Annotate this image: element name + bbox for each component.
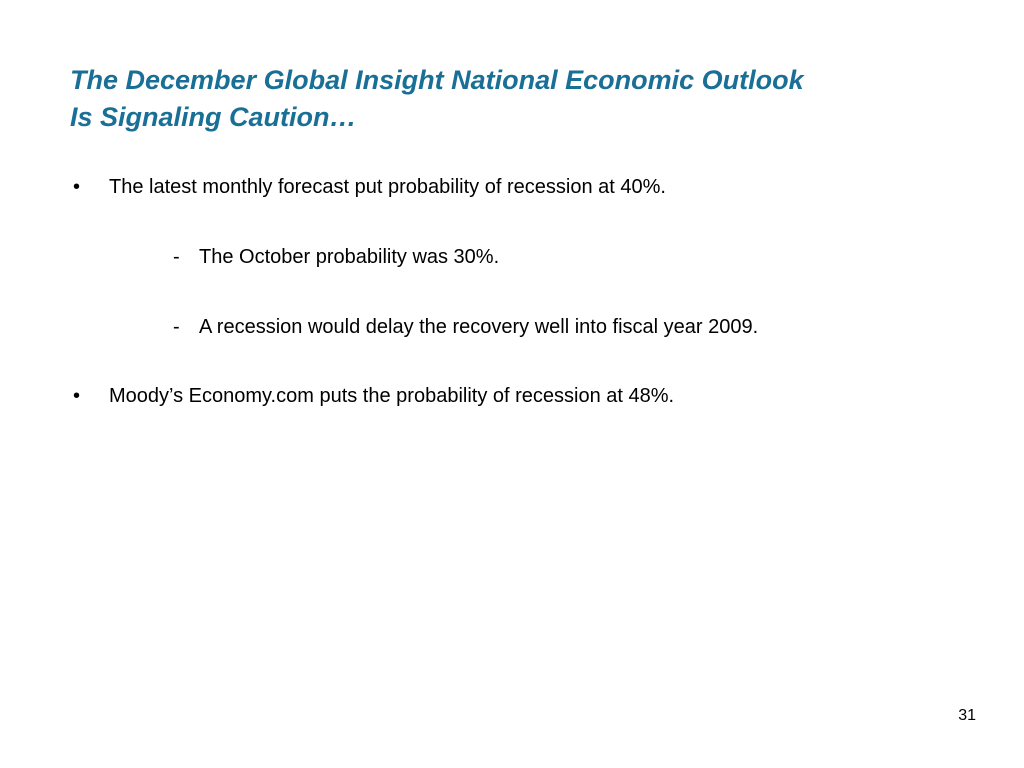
bullet-text: The latest monthly forecast put probabil… xyxy=(109,176,666,198)
sub-bullet-text: The October probability was 30%. xyxy=(199,246,500,268)
bullet-item: • Moody’s Economy.com puts the probabili… xyxy=(73,384,675,408)
slide-title-line-1: The December Global Insight National Eco… xyxy=(70,65,804,95)
slide-title: The December Global Insight National Eco… xyxy=(70,62,970,136)
sub-bullet-item: - A recession would delay the recovery w… xyxy=(173,315,759,339)
sub-bullet-text: A recession would delay the recovery wel… xyxy=(199,316,759,338)
bullet-marker: • xyxy=(73,176,81,198)
dash-marker: - xyxy=(173,246,180,268)
bullet-item: • The latest monthly forecast put probab… xyxy=(73,175,666,199)
bullet-text: Moody’s Economy.com puts the probability… xyxy=(109,385,675,407)
page-number: 31 xyxy=(958,707,976,724)
slide-title-line-2: Is Signaling Caution… xyxy=(70,102,357,132)
sub-bullet-item: - The October probability was 30%. xyxy=(173,245,500,269)
bullet-marker: • xyxy=(73,385,81,407)
dash-marker: - xyxy=(173,316,180,338)
